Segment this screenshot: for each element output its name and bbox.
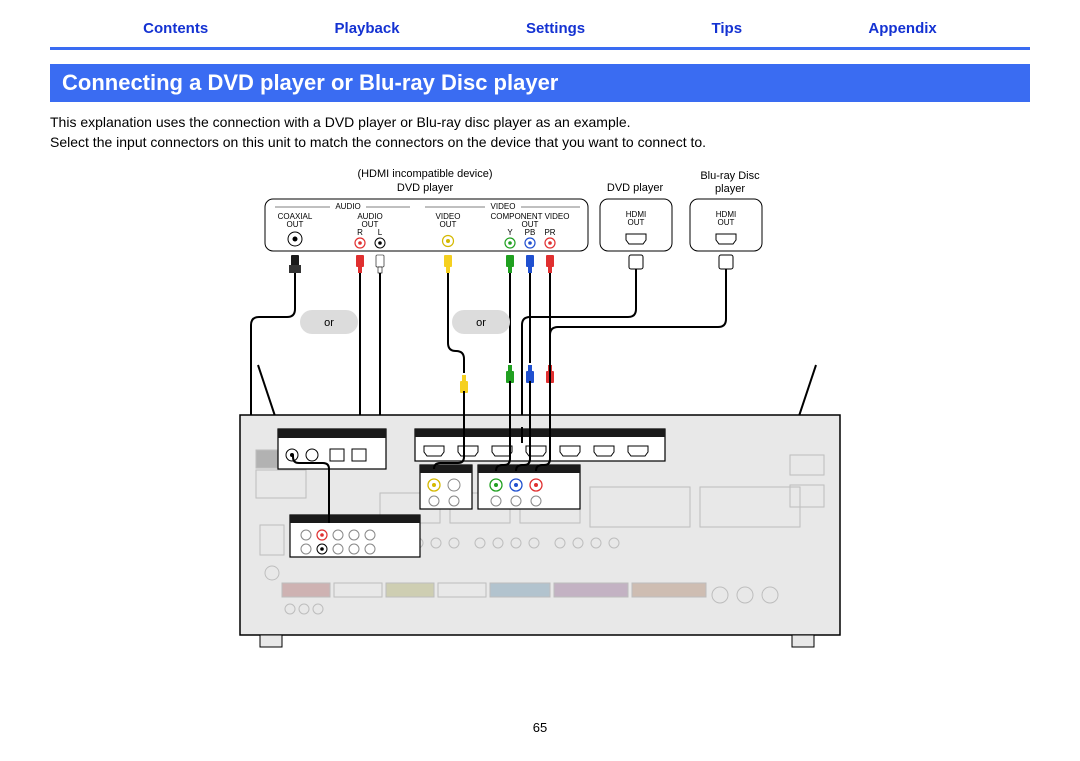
label-hdmi-incompat1: (HDMI incompatible device) <box>357 168 492 180</box>
label-r: R <box>357 228 363 237</box>
label-y: Y <box>507 228 513 237</box>
nav-playback[interactable]: Playback <box>335 20 400 37</box>
cable-hdmi-dvd <box>515 255 643 427</box>
nav-settings[interactable]: Settings <box>526 20 585 37</box>
label-bluray2: player <box>715 183 745 195</box>
label-pr: PR <box>544 228 555 237</box>
label-pb: PB <box>525 228 536 237</box>
page-number: 65 <box>0 720 1080 735</box>
connection-diagram: (HDMI incompatible device) DVD player DV… <box>0 165 1080 655</box>
or-label-2: or <box>476 317 486 329</box>
intro-p2: Select the input connectors on this unit… <box>50 132 1030 152</box>
nav-tips[interactable]: Tips <box>711 20 742 37</box>
label-audio-section: AUDIO <box>335 202 360 211</box>
label-video-out: OUT <box>440 220 457 229</box>
page-title: Connecting a DVD player or Blu-ray Disc … <box>50 64 1030 102</box>
label-hdmi-incompat2: DVD player <box>397 182 454 194</box>
nav-appendix[interactable]: Appendix <box>868 20 936 37</box>
label-dvd: DVD player <box>607 182 664 194</box>
label-bluray1: Blu-ray Disc <box>700 170 760 182</box>
cable-comp-pb <box>526 255 534 383</box>
label-coax-out: OUT <box>287 220 304 229</box>
label-hdmi2-out: OUT <box>718 218 735 227</box>
cable-hdmi-bluray <box>543 255 733 427</box>
top-nav: Contents Playback Settings Tips Appendix <box>0 0 1080 47</box>
label-video-section: VIDEO <box>491 202 516 211</box>
nav-contents[interactable]: Contents <box>143 20 208 37</box>
intro-p1: This explanation uses the connection wit… <box>50 112 1030 132</box>
label-l: L <box>378 228 383 237</box>
label-audio-out: OUT <box>362 220 379 229</box>
receiver-back <box>240 365 840 647</box>
nav-rule <box>50 47 1030 50</box>
or-label-1: or <box>324 317 334 329</box>
label-hdmi1-out: OUT <box>628 218 645 227</box>
